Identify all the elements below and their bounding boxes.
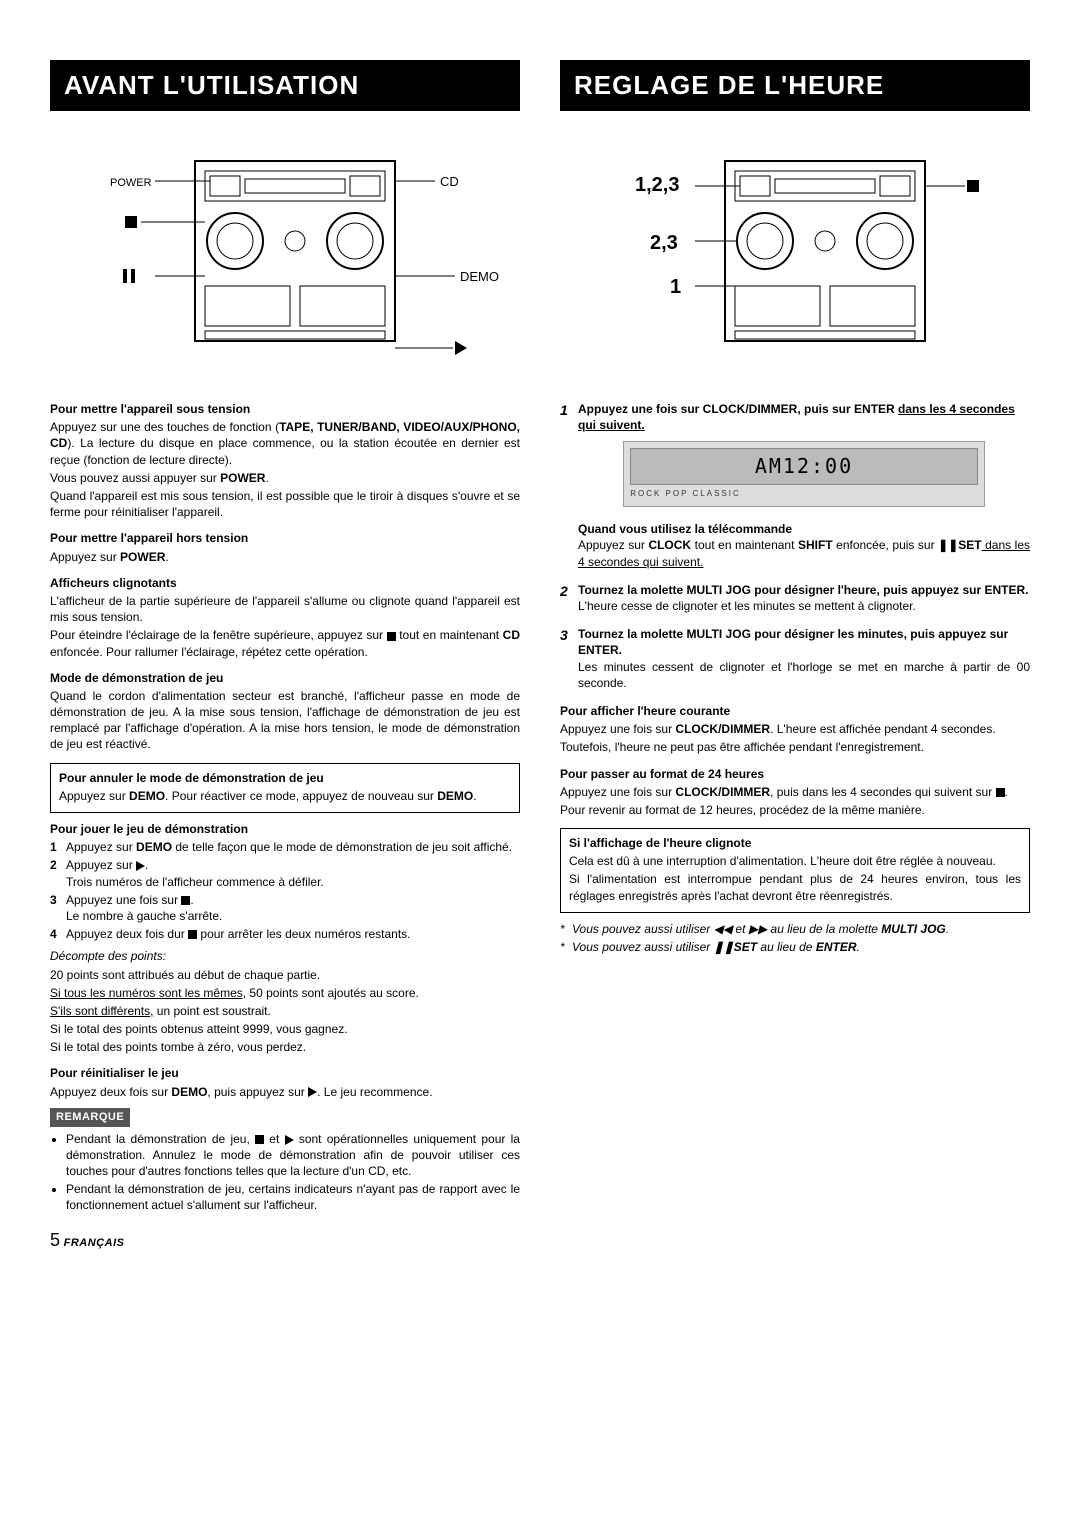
lcd-display: AM12:00 ROCK POP CLASSIC (623, 441, 985, 507)
banner-left: AVANT L'UTILISATION (50, 60, 520, 111)
heading-power-off: Pour mettre l'appareil hors tension (50, 530, 520, 546)
stop-icon (387, 632, 396, 641)
list-item: Pendant la démonstration de jeu, et sont… (66, 1131, 520, 1180)
text: Appuyez deux fois sur DEMO, puis appuyez… (50, 1084, 520, 1100)
footnote-2: * Vous pouvez aussi utiliser ❚❚SET au li… (560, 939, 1030, 955)
step-2-title: Tournez la molette MULTI JOG pour désign… (578, 582, 1030, 598)
heading-blinking-display: Afficheurs clignotants (50, 575, 520, 591)
heading-cancel-demo: Pour annuler le mode de démonstration de… (59, 770, 511, 786)
text: Appuyez une fois sur CLOCK/DIMMER. L'heu… (560, 721, 1030, 737)
text: L'afficheur de la partie supérieure de l… (50, 593, 520, 625)
stop-icon (255, 1135, 264, 1144)
step-3-title: Tournez la molette MULTI JOG pour désign… (578, 626, 1030, 658)
lcd-text: AM12:00 (630, 448, 978, 485)
heading-power-on: Pour mettre l'appareil sous tension (50, 401, 520, 417)
heading-play-demo: Pour jouer le jeu de démonstration (50, 821, 520, 837)
text: Si le total des points tombe à zéro, vou… (50, 1039, 520, 1055)
text: Cela est dû à une interruption d'aliment… (569, 853, 1021, 869)
text: Si l'alimentation est interrompue pendan… (569, 871, 1021, 903)
text: Les minutes cessent de clignoter et l'ho… (578, 659, 1030, 691)
text: Pour éteindre l'éclairage de la fenêtre … (50, 627, 520, 659)
label-demo: DEMO (460, 269, 499, 284)
list-item: Pendant la démonstration de jeu, certain… (66, 1181, 520, 1213)
text: Si tous les numéros sont les mêmes, 50 p… (50, 985, 520, 1001)
lcd-subtext: ROCK POP CLASSIC (630, 489, 978, 500)
callout-1: 1 (670, 276, 681, 298)
language-label: FRANÇAIS (64, 1237, 125, 1249)
play-icon (136, 861, 145, 871)
text: Appuyez une fois sur CLOCK/DIMMER, puis … (560, 784, 1030, 800)
left-column: AVANT L'UTILISATION (50, 60, 520, 1252)
heading-reset-game: Pour réinitialiser le jeu (50, 1065, 520, 1081)
text: Si le total des points obtenus atteint 9… (50, 1021, 520, 1037)
text: L'heure cesse de clignoter et les minute… (578, 598, 1030, 614)
text: Appuyez sur une des touches de fonction … (50, 419, 520, 468)
callout-23: 2,3 (650, 232, 678, 254)
callout-123: 1,2,3 (635, 174, 679, 196)
box-cancel-demo: Pour annuler le mode de démonstration de… (50, 763, 520, 813)
score-subtitle: Décompte des points: (50, 948, 520, 964)
text: Toutefois, l'heure ne peut pas être affi… (560, 739, 1030, 755)
text: S'ils sont différents, un point est sous… (50, 1003, 520, 1019)
heading-24h: Pour passer au format de 24 heures (560, 766, 1030, 782)
heading-current-time: Pour afficher l'heure courante (560, 703, 1030, 719)
box-clock-blink: Si l'affichage de l'heure clignote Cela … (560, 828, 1030, 913)
page-footer: 5 FRANÇAIS (50, 1228, 520, 1252)
remark-label: REMARQUE (50, 1108, 130, 1127)
play-icon (285, 1135, 294, 1145)
text: Pour revenir au format de 12 heures, pro… (560, 802, 1030, 818)
text: Vous pouvez aussi appuyer sur POWER. (50, 470, 520, 486)
text: Appuyez sur DEMO. Pour réactiver ce mode… (59, 788, 511, 804)
footnote-1: * Vous pouvez aussi utiliser ◀◀ et ▶▶ au… (560, 921, 1030, 937)
remark-list: Pendant la démonstration de jeu, et sont… (50, 1131, 520, 1214)
text: 20 points sont attribués au début de cha… (50, 967, 520, 983)
heading-demo-mode: Mode de démonstration de jeu (50, 670, 520, 686)
text: Appuyez sur CLOCK tout en maintenant SHI… (578, 537, 1030, 569)
text: Appuyez sur POWER. (50, 549, 520, 565)
heading-clock-blink: Si l'affichage de l'heure clignote (569, 835, 1021, 851)
banner-right: REGLAGE DE L'HEURE (560, 60, 1030, 111)
device-diagram-left: POWER CD DEMO (50, 141, 520, 381)
page-number: 5 (50, 1230, 60, 1250)
device-diagram-right: 1,2,3 2,3 1 (560, 141, 1030, 381)
label-power: POWER (110, 177, 152, 189)
stop-icon (188, 930, 197, 939)
label-cd: CD (440, 174, 459, 189)
demo-steps-list: 1Appuyez sur DEMO de telle façon que le … (50, 839, 520, 942)
play-icon (308, 1087, 317, 1097)
step-1-title: Appuyez une fois sur CLOCK/DIMMER, puis … (578, 401, 1030, 433)
text: Quand le cordon d'alimentation secteur e… (50, 688, 520, 753)
right-column: REGLAGE DE L'HEURE (560, 60, 1030, 1252)
text: Quand l'appareil est mis sous tension, i… (50, 488, 520, 520)
stop-icon (996, 788, 1005, 797)
remote-title: Quand vous utilisez la télécommande (578, 521, 1030, 537)
clock-steps: 1 Appuyez une fois sur CLOCK/DIMMER, pui… (560, 401, 1030, 693)
